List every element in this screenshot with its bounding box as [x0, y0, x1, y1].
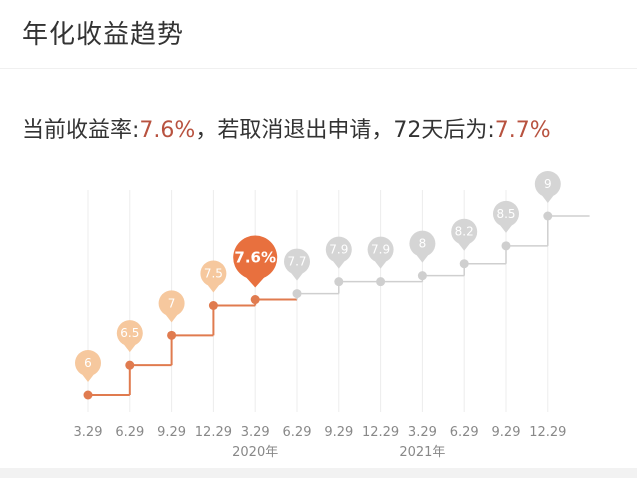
year-label: 2021年 [399, 445, 445, 460]
data-bubble [284, 248, 310, 275]
data-label: 6.5 [120, 326, 139, 340]
current-data-point [250, 295, 260, 305]
x-tick-label: 12.29 [362, 425, 399, 440]
data-label: 7.7 [287, 255, 306, 269]
future-rate: 7.7% [494, 118, 551, 143]
data-label: 7 [168, 296, 176, 310]
data-point [459, 259, 469, 269]
current-rate: 7.6% [139, 118, 196, 143]
data-bubble [534, 171, 561, 197]
data-point [417, 271, 427, 281]
data-bubble [493, 200, 519, 227]
x-tick-label: 9.29 [324, 425, 353, 440]
current-rate-bubble [233, 235, 278, 280]
data-bubble [116, 320, 143, 347]
data-bubble [200, 260, 227, 287]
data-point [543, 211, 553, 221]
data-label: 8.5 [496, 207, 515, 221]
header-divider [0, 68, 637, 69]
data-point [125, 360, 135, 370]
summary-prefix: 当前收益率: [22, 118, 140, 143]
x-tick-label: 3.29 [241, 425, 270, 440]
data-point [292, 289, 302, 299]
x-tick-label: 12.29 [529, 425, 566, 440]
year-label: 2020年 [232, 445, 278, 460]
data-point [83, 390, 93, 400]
data-bubble [451, 218, 478, 245]
page-title: 年化收益趋势 [22, 20, 185, 50]
data-label: 7.9 [371, 243, 390, 257]
x-tick-label: 6.29 [450, 425, 479, 440]
data-bubble [367, 236, 394, 263]
data-point [167, 330, 177, 340]
data-point [334, 277, 344, 287]
x-tick-label: 6.29 [115, 425, 144, 440]
data-label: 9 [544, 177, 552, 191]
rate-summary: 当前收益率:7.6%，若取消退出申请，72天后为:7.7% [22, 112, 551, 144]
x-tick-label: 3.29 [408, 425, 437, 440]
x-tick-label: 9.29 [492, 425, 521, 440]
x-tick-label: 9.29 [157, 425, 186, 440]
x-tick-label: 6.29 [283, 425, 312, 440]
x-tick-label: 3.29 [74, 425, 103, 440]
data-label: 8.2 [455, 225, 474, 239]
summary-middle: ，若取消退出申请，72天后为: [195, 118, 495, 143]
bottom-strip [0, 468, 637, 478]
data-label: 7.6% [234, 249, 276, 267]
data-point [208, 301, 218, 310]
data-bubble [325, 236, 352, 263]
data-label: 7.5 [204, 267, 223, 281]
data-bubble [75, 350, 101, 376]
data-bubble [409, 230, 436, 257]
data-label: 8 [419, 237, 427, 251]
data-point [501, 241, 511, 251]
x-tick-label: 12.29 [195, 425, 232, 440]
data-bubble [158, 290, 185, 317]
data-label: 7.9 [329, 243, 348, 257]
data-point [376, 277, 386, 287]
data-label: 6 [84, 356, 92, 370]
